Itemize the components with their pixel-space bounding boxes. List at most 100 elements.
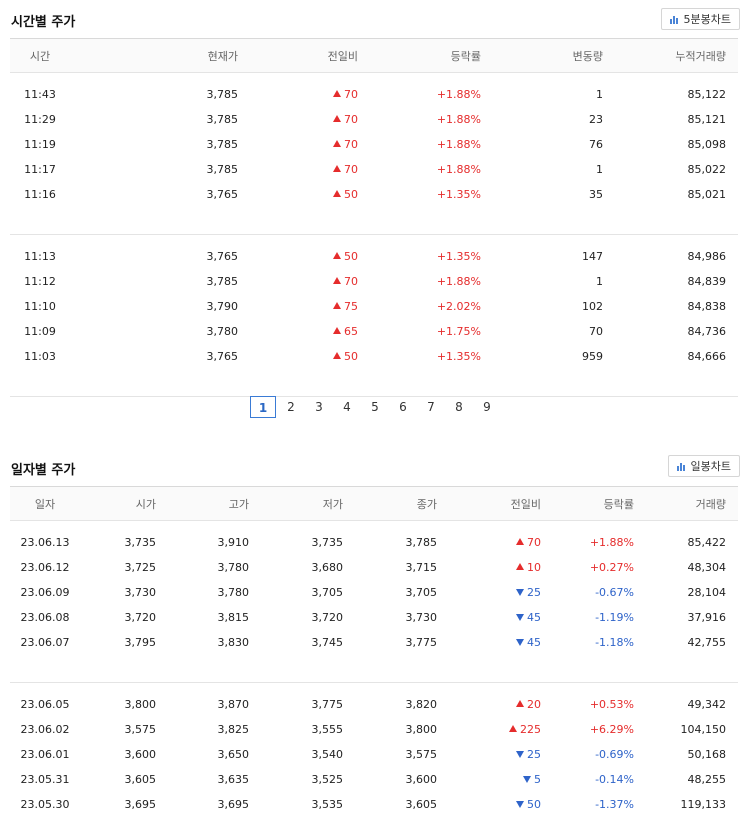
- table-row: 11:17 3,785 70 +1.88% 1 85,022: [10, 157, 738, 182]
- page-link-1[interactable]: 1: [250, 396, 276, 418]
- time-cell: 11:19: [24, 138, 56, 151]
- diff-cell: 70: [437, 530, 541, 555]
- up-arrow-icon: [333, 252, 341, 259]
- row-spacer: [10, 207, 738, 235]
- bar-chart-icon: [669, 16, 678, 24]
- open-cell: 3,795: [124, 636, 157, 649]
- low-cell: 3,775: [311, 698, 344, 711]
- up-arrow-icon: [509, 725, 517, 732]
- row-spacer: [10, 235, 738, 245]
- open-cell: 3,800: [124, 698, 157, 711]
- change-volume-cell: 70: [589, 325, 603, 338]
- change-volume-cell: 102: [582, 300, 603, 313]
- volume-cell: 49,342: [687, 698, 727, 711]
- page-link-3[interactable]: 3: [315, 400, 323, 414]
- low-cell: 3,525: [311, 773, 344, 786]
- high-cell: 3,825: [217, 723, 250, 736]
- close-cell: 3,730: [405, 611, 438, 624]
- open-cell: 3,600: [124, 748, 157, 761]
- up-arrow-icon: [516, 538, 524, 545]
- close-cell: 3,715: [405, 561, 438, 574]
- spacer-cell: [10, 235, 738, 245]
- low-cell: 3,680: [311, 561, 344, 574]
- change-volume-cell: 1: [596, 275, 603, 288]
- spacer-cell: [10, 683, 738, 693]
- cum-volume-cell: 85,098: [687, 138, 727, 151]
- change-volume-cell: 1: [596, 163, 603, 176]
- change-volume-cell: 1: [596, 88, 603, 101]
- spacer-cell: [10, 655, 738, 683]
- low-cell: 3,705: [311, 586, 344, 599]
- open-cell: 3,735: [124, 536, 157, 549]
- diff-value: 10: [527, 561, 541, 574]
- daily-section-title: 일자별 주가: [11, 463, 76, 478]
- date-cell: 23.06.12: [20, 561, 70, 574]
- rate-cell: +0.27%: [589, 561, 634, 574]
- high-cell: 3,695: [217, 798, 250, 811]
- diff-value: 5: [534, 773, 541, 786]
- change-volume-cell: 147: [582, 250, 603, 263]
- daily-chart-button[interactable]: 일봉차트: [667, 455, 740, 477]
- up-arrow-icon: [516, 700, 524, 707]
- table-row: 23.06.01 3,600 3,650 3,540 3,575 25 -0.69% 50,1…: [10, 742, 738, 767]
- cum-volume-cell: 84,986: [687, 250, 727, 263]
- rate-cell: -0.67%: [595, 586, 634, 599]
- diff-cell: 75: [238, 294, 358, 319]
- col-header-rate: 등락률: [358, 38, 481, 73]
- diff-cell: 70: [238, 107, 358, 132]
- change-volume-cell: 76: [589, 138, 603, 151]
- open-cell: 3,575: [124, 723, 157, 736]
- cum-volume-cell: 84,666: [687, 350, 727, 363]
- col-header-change-volume: 변동량: [481, 38, 603, 73]
- diff-value: 70: [344, 275, 358, 288]
- diff-value: 70: [344, 138, 358, 151]
- diff-cell: 5: [437, 767, 541, 792]
- diff-cell: 45: [437, 630, 541, 655]
- page-link-8[interactable]: 8: [455, 400, 463, 414]
- table-row: 11:10 3,790 75 +2.02% 102 84,838: [10, 294, 738, 319]
- up-arrow-icon: [333, 277, 341, 284]
- close-cell: 3,775: [405, 636, 438, 649]
- diff-value: 70: [344, 163, 358, 176]
- five-minute-chart-button[interactable]: 5분봉차트: [660, 8, 740, 30]
- page-link-5[interactable]: 5: [371, 400, 379, 414]
- time-section-title: 시간별 주가: [11, 15, 76, 30]
- page-link-9[interactable]: 9: [483, 400, 491, 414]
- diff-value: 50: [527, 798, 541, 811]
- time-cell: 11:12: [24, 275, 56, 288]
- page-link-4[interactable]: 4: [343, 400, 351, 414]
- page-link-6[interactable]: 6: [399, 400, 407, 414]
- low-cell: 3,720: [311, 611, 344, 624]
- close-cell: 3,600: [405, 773, 438, 786]
- table-row: 23.06.02 3,575 3,825 3,555 3,800 225 +6.29% 104…: [10, 717, 738, 742]
- page-link-2[interactable]: 2: [287, 400, 295, 414]
- spacer-cell: [10, 521, 738, 531]
- high-cell: 3,910: [217, 536, 250, 549]
- open-cell: 3,730: [124, 586, 157, 599]
- diff-value: 65: [344, 325, 358, 338]
- table-row: 11:29 3,785 70 +1.88% 23 85,121: [10, 107, 738, 132]
- table-row: 23.05.30 3,695 3,695 3,535 3,605 50 -1.37% 119,…: [10, 792, 738, 817]
- down-arrow-icon: [523, 776, 531, 783]
- diff-cell: 70: [238, 269, 358, 294]
- date-cell: 23.06.08: [20, 611, 70, 624]
- cum-volume-cell: 85,122: [687, 88, 727, 101]
- cum-volume-cell: 85,022: [687, 163, 727, 176]
- rate-cell: +2.02%: [436, 300, 481, 313]
- up-arrow-icon: [333, 140, 341, 147]
- low-cell: 3,735: [311, 536, 344, 549]
- diff-cell: 65: [238, 319, 358, 344]
- time-cell: 11:13: [24, 250, 56, 263]
- high-cell: 3,780: [217, 586, 250, 599]
- volume-cell: 104,150: [680, 723, 727, 736]
- diff-cell: 70: [238, 82, 358, 107]
- page-link-7[interactable]: 7: [427, 400, 435, 414]
- col-header-volume: 거래량: [634, 486, 738, 521]
- price-cell: 3,785: [206, 113, 239, 126]
- cum-volume-cell: 84,838: [687, 300, 727, 313]
- diff-value: 75: [344, 300, 358, 313]
- rate-cell: +1.88%: [436, 138, 481, 151]
- low-cell: 3,540: [311, 748, 344, 761]
- rate-cell: +0.53%: [589, 698, 634, 711]
- time-cell: 11:10: [24, 300, 56, 313]
